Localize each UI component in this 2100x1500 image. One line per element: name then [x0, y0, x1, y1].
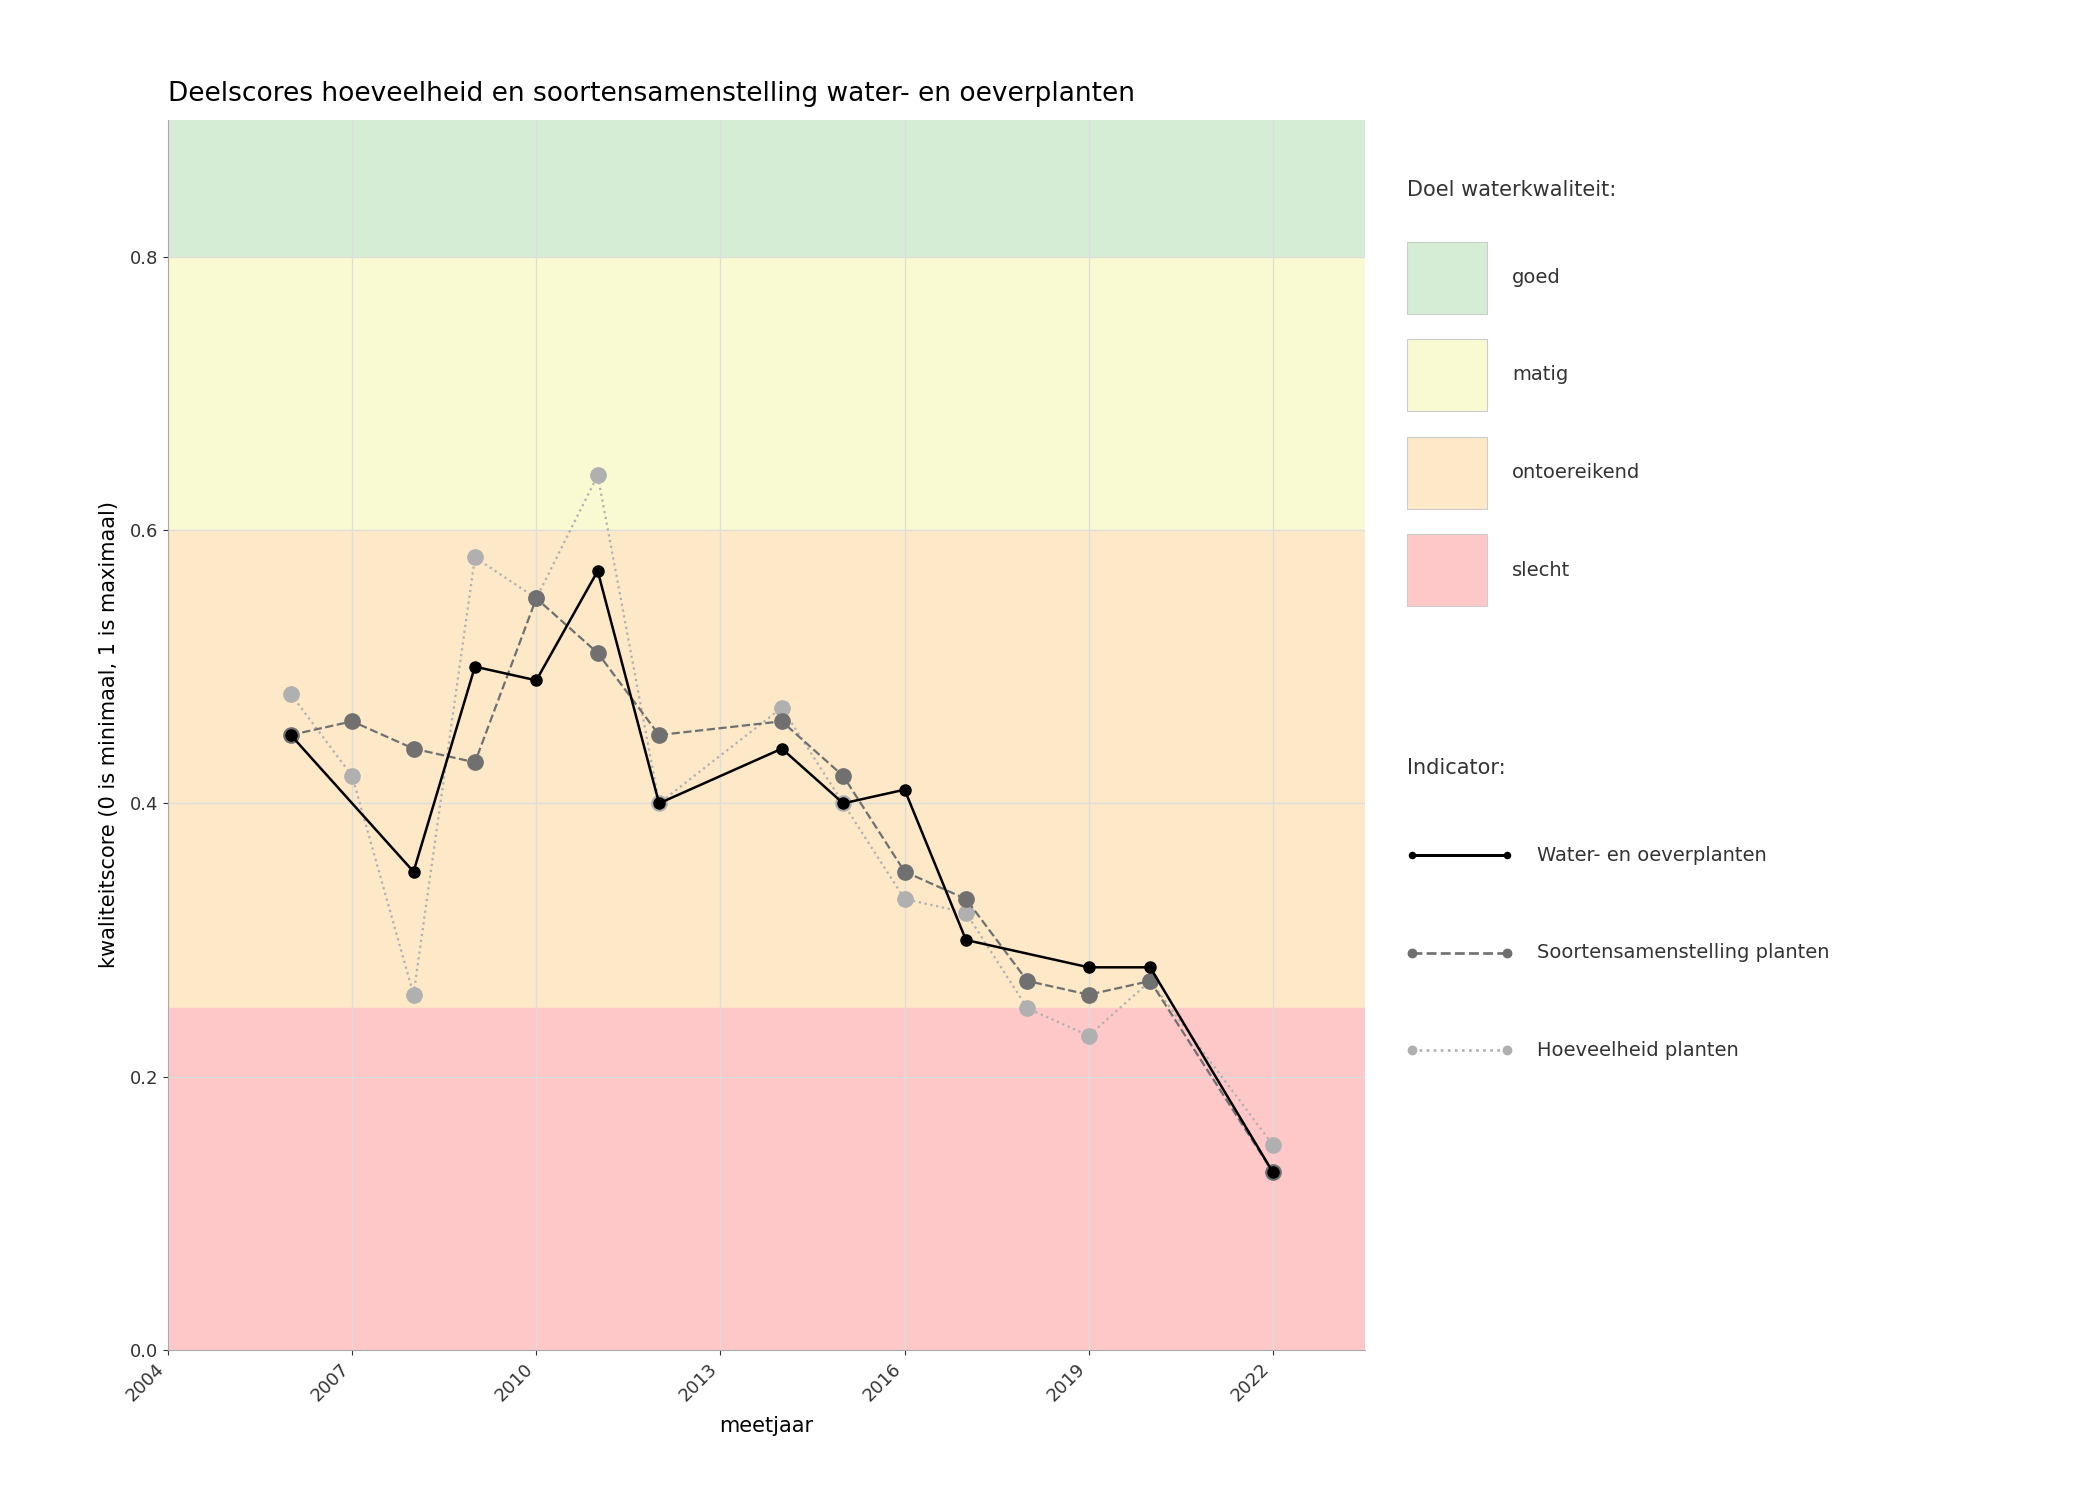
Bar — [168, 256, 1365, 530]
Text: Soortensamenstelling planten: Soortensamenstelling planten — [1537, 944, 1829, 962]
Text: Indicator:: Indicator: — [1407, 758, 1506, 777]
Text: matig: matig — [1512, 366, 1569, 384]
Text: goed: goed — [1512, 268, 1560, 286]
Y-axis label: kwaliteitscore (0 is minimaal, 1 is maximaal): kwaliteitscore (0 is minimaal, 1 is maxi… — [99, 501, 120, 969]
Text: Doel waterkwaliteit:: Doel waterkwaliteit: — [1407, 180, 1617, 200]
X-axis label: meetjaar: meetjaar — [720, 1416, 813, 1436]
Text: Hoeveelheid planten: Hoeveelheid planten — [1537, 1041, 1739, 1059]
Bar — [168, 530, 1365, 1008]
Text: Water- en oeverplanten: Water- en oeverplanten — [1537, 846, 1766, 864]
Text: ontoereikend: ontoereikend — [1512, 464, 1640, 482]
Text: slecht: slecht — [1512, 561, 1571, 579]
Bar — [168, 120, 1365, 256]
Text: Deelscores hoeveelheid en soortensamenstelling water- en oeverplanten: Deelscores hoeveelheid en soortensamenst… — [168, 81, 1134, 106]
Bar — [168, 1008, 1365, 1350]
